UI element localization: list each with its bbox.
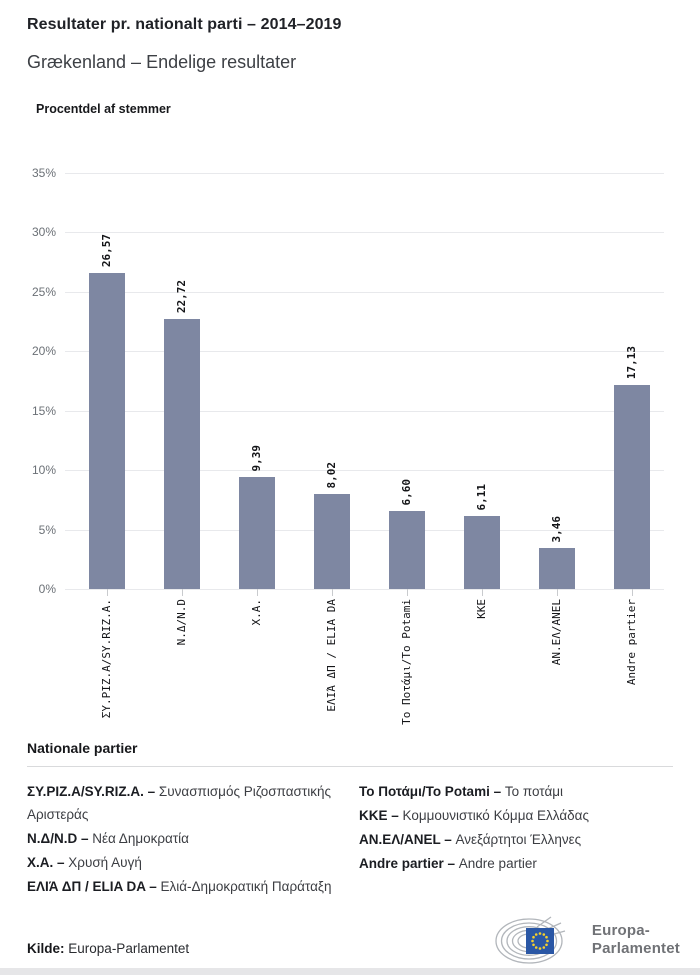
legend-item-desc: Κομμουνιστικό Κόμμα Ελλάδας bbox=[402, 808, 589, 823]
bar-value-label: 22,72 bbox=[175, 279, 188, 313]
page-subtitle: Grækenland – Endelige resultater bbox=[27, 52, 297, 72]
legend-item-desc: Χρυσή Αυγή bbox=[68, 855, 142, 870]
legend-column: Το Ποτάμι/To Potami – Το ποτάμι ΚΚΕ – Κομ… bbox=[359, 780, 673, 899]
grid-line bbox=[65, 411, 664, 412]
grid-line bbox=[65, 232, 664, 233]
x-axis-label: ΣΥ.ΡΙΖ.Α/SY.RIZ.A. bbox=[100, 599, 113, 719]
y-axis-label: 35% bbox=[31, 166, 56, 180]
bar bbox=[164, 319, 200, 589]
y-axis-label: 20% bbox=[31, 344, 56, 358]
y-axis-label: 15% bbox=[31, 404, 56, 418]
page-title: Resultater pr. nationalt parti – 2014–20… bbox=[27, 16, 342, 33]
legend-item: ΣΥ.ΡΙΖ.Α/SY.RIZ.A. – Συνασπισμός Ριζοσπα… bbox=[27, 780, 341, 826]
eu-flag-icon bbox=[525, 928, 554, 954]
bar-value-label: 17,13 bbox=[625, 345, 638, 379]
x-axis-tick bbox=[107, 589, 108, 596]
bar bbox=[239, 477, 275, 589]
ep-logo: Europa- Parlamentet bbox=[493, 915, 680, 965]
legend-item-name: Χ.Α. – bbox=[27, 855, 69, 870]
legend-item-desc: Ελιά-Δημοκρατική Παράταξη bbox=[160, 879, 332, 894]
ep-logo-hemicycle-icon bbox=[495, 916, 566, 964]
bar-value-label: 8,02 bbox=[325, 461, 338, 489]
legend-item-desc: Το ποτάμι bbox=[504, 784, 564, 799]
bar-value-label: 3,46 bbox=[550, 515, 563, 543]
x-axis-tick bbox=[182, 589, 183, 596]
legend-divider bbox=[27, 766, 673, 767]
legend-item: Χ.Α. – Χρυσή Αυγή bbox=[27, 851, 341, 874]
bar bbox=[614, 385, 650, 589]
legend-item-name: ΕΛΙΆ ΔΠ / ELIA DA – bbox=[27, 879, 161, 894]
bar bbox=[464, 516, 500, 589]
legend-item: ΑΝ.ΕΛ/ANEL – Ανεξάρτητοι Έλληνες bbox=[359, 828, 673, 851]
bar bbox=[314, 494, 350, 589]
y-axis-label: 10% bbox=[31, 463, 56, 477]
bar-value-label: 6,60 bbox=[400, 478, 413, 506]
x-axis-label: ΚΚΕ bbox=[475, 599, 488, 619]
ep-logo-text-line2: Parlamentet bbox=[591, 940, 680, 957]
legend-heading: Nationale partier bbox=[27, 740, 138, 756]
x-axis-label: Ν.Δ/N.D bbox=[175, 599, 188, 646]
x-axis-tick bbox=[557, 589, 558, 596]
national-parties-legend: ΣΥ.ΡΙΖ.Α/SY.RIZ.A. – Συνασπισμός Ριζοσπα… bbox=[27, 780, 673, 899]
bar-chart-plot-area: 0% 5% 10% 15% 20% 25% 30% 35% 26,57 22,72 9,39 8,02… bbox=[32, 166, 664, 596]
x-axis-tick bbox=[482, 589, 483, 596]
x-axis-labels: ΣΥ.ΡΙΖ.Α/SY.RIZ.A. Ν.Δ/N.D Χ.Α. ΕΛΙΆ ΔΠ / E… bbox=[65, 599, 664, 739]
bar bbox=[539, 548, 575, 589]
x-axis-tick bbox=[407, 589, 408, 596]
x-axis-tick bbox=[332, 589, 333, 596]
y-axis-label: 25% bbox=[31, 285, 56, 299]
y-axis-label: 0% bbox=[38, 582, 56, 596]
y-axis-label: 5% bbox=[38, 523, 56, 537]
source-line: Kilde: Europa-Parlamentet bbox=[27, 941, 189, 956]
legend-item: ΕΛΙΆ ΔΠ / ELIA DA – Ελιά-Δημοκρατική Παρ… bbox=[27, 875, 341, 898]
x-axis-label: ΑΝ.ΕΛ/ANEL bbox=[550, 599, 563, 666]
legend-item-desc: Συνασπισμός Ριζοσπαστικής Αριστεράς bbox=[27, 784, 331, 822]
legend-item-name: Το Ποτάμι/To Potami – bbox=[359, 784, 505, 799]
ep-logo-text: Europa- Parlamentet bbox=[592, 922, 680, 958]
legend-item: ΚΚΕ – Κομμουνιστικό Κόμμα Ελλάδας bbox=[359, 804, 673, 827]
legend-item-desc: Ανεξάρτητοι Έλληνες bbox=[455, 832, 582, 847]
bottom-strip bbox=[0, 968, 700, 975]
legend-item-name: Ν.Δ/N.D – bbox=[27, 831, 93, 846]
legend-item: Ν.Δ/N.D – Νέα Δημοκρατία bbox=[27, 827, 341, 850]
x-axis-tick bbox=[632, 589, 633, 596]
bar bbox=[89, 273, 125, 589]
legend-item: Το Ποτάμι/To Potami – Το ποτάμι bbox=[359, 780, 673, 803]
bar-value-label: 26,57 bbox=[100, 233, 113, 267]
legend-item-name: ΣΥ.ΡΙΖ.Α/SY.RIZ.A. – bbox=[27, 784, 159, 799]
legend-item-name: ΚΚΕ – bbox=[359, 808, 403, 823]
bar-value-label: 6,11 bbox=[475, 483, 488, 511]
y-axis-label: 30% bbox=[31, 225, 56, 239]
chart-title: Procentdel af stemmer bbox=[36, 102, 171, 116]
x-axis-label: Andre partier bbox=[625, 599, 638, 686]
legend-item-name: ΑΝ.ΕΛ/ANEL – bbox=[359, 832, 456, 847]
source-label: Kilde: bbox=[27, 941, 65, 956]
bar-value-label: 9,39 bbox=[250, 444, 263, 472]
legend-column: ΣΥ.ΡΙΖ.Α/SY.RIZ.A. – Συνασπισμός Ριζοσπα… bbox=[27, 780, 341, 899]
grid-line bbox=[65, 470, 664, 471]
grid-line bbox=[65, 530, 664, 531]
grid-line bbox=[65, 589, 664, 590]
grid-line bbox=[65, 292, 664, 293]
ep-logo-text-line1: Europa- bbox=[591, 922, 650, 939]
grid-line bbox=[65, 351, 664, 352]
legend-item-name: Andre partier – bbox=[359, 856, 459, 871]
x-axis-label: Το Ποτάμι/To Potami bbox=[400, 599, 413, 725]
bar bbox=[389, 511, 425, 589]
legend-item-desc: Νέα Δημοκρατία bbox=[92, 831, 189, 846]
grid-line bbox=[65, 173, 664, 174]
x-axis-label: Χ.Α. bbox=[250, 599, 263, 626]
source-value: Europa-Parlamentet bbox=[68, 941, 190, 956]
legend-item-desc: Andre partier bbox=[458, 856, 537, 871]
x-axis-label: ΕΛΙΆ ΔΠ / ELIA DA bbox=[325, 599, 338, 712]
legend-item: Andre partier – Andre partier bbox=[359, 852, 673, 875]
x-axis-tick bbox=[257, 589, 258, 596]
